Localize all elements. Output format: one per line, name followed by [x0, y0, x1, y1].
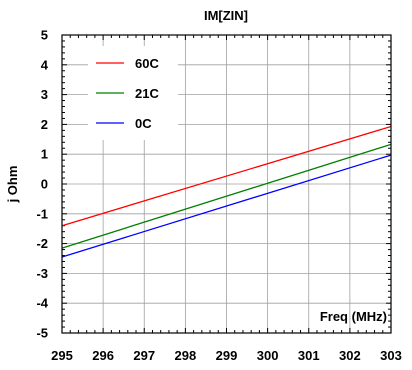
x-tick-label: 298	[175, 348, 197, 363]
x-tick-label: 296	[92, 348, 114, 363]
series-line-60C	[61, 125, 392, 227]
x-tick-label: 302	[339, 348, 361, 363]
y-tick-label: -4	[36, 296, 48, 311]
y-tick-label: 0	[41, 177, 48, 192]
legend-label-60C: 60C	[135, 56, 159, 71]
series-line-0C	[61, 154, 392, 258]
series-lines	[61, 125, 392, 258]
x-tick-labels: 295 296 297 298 299 300 301 302 303	[51, 348, 402, 363]
y-tick-labels: 5 4 3 2 1 0 -1 -2 -3 -4 -5	[36, 28, 48, 341]
legend: 60C 21C 0C	[88, 46, 178, 140]
y-tick-label: 2	[41, 117, 48, 132]
plot-frame	[61, 34, 392, 334]
x-tick-label: 299	[216, 348, 238, 363]
x-tick-label: 295	[51, 348, 73, 363]
x-tick-label: 297	[133, 348, 155, 363]
y-axis-label: j Ohm	[5, 166, 20, 204]
y-tick-label: -5	[36, 326, 48, 341]
y-tick-label: -3	[36, 266, 48, 281]
x-axis-label: Freq (MHz)	[320, 309, 387, 324]
x-tick-label: 303	[380, 348, 402, 363]
x-tick-label: 301	[298, 348, 320, 363]
chart-title: IM[ZIN]	[204, 8, 248, 23]
y-tick-label: 3	[41, 87, 48, 102]
y-tick-label: 1	[41, 147, 48, 162]
y-tick-label: -1	[36, 206, 48, 221]
series-line-21C	[61, 143, 392, 249]
x-tick-label: 300	[257, 348, 279, 363]
legend-label-21C: 21C	[135, 86, 159, 101]
y-tick-label: -2	[36, 236, 48, 251]
legend-label-0C: 0C	[135, 116, 152, 131]
y-tick-label: 4	[41, 57, 49, 72]
y-tick-label: 5	[41, 28, 48, 43]
